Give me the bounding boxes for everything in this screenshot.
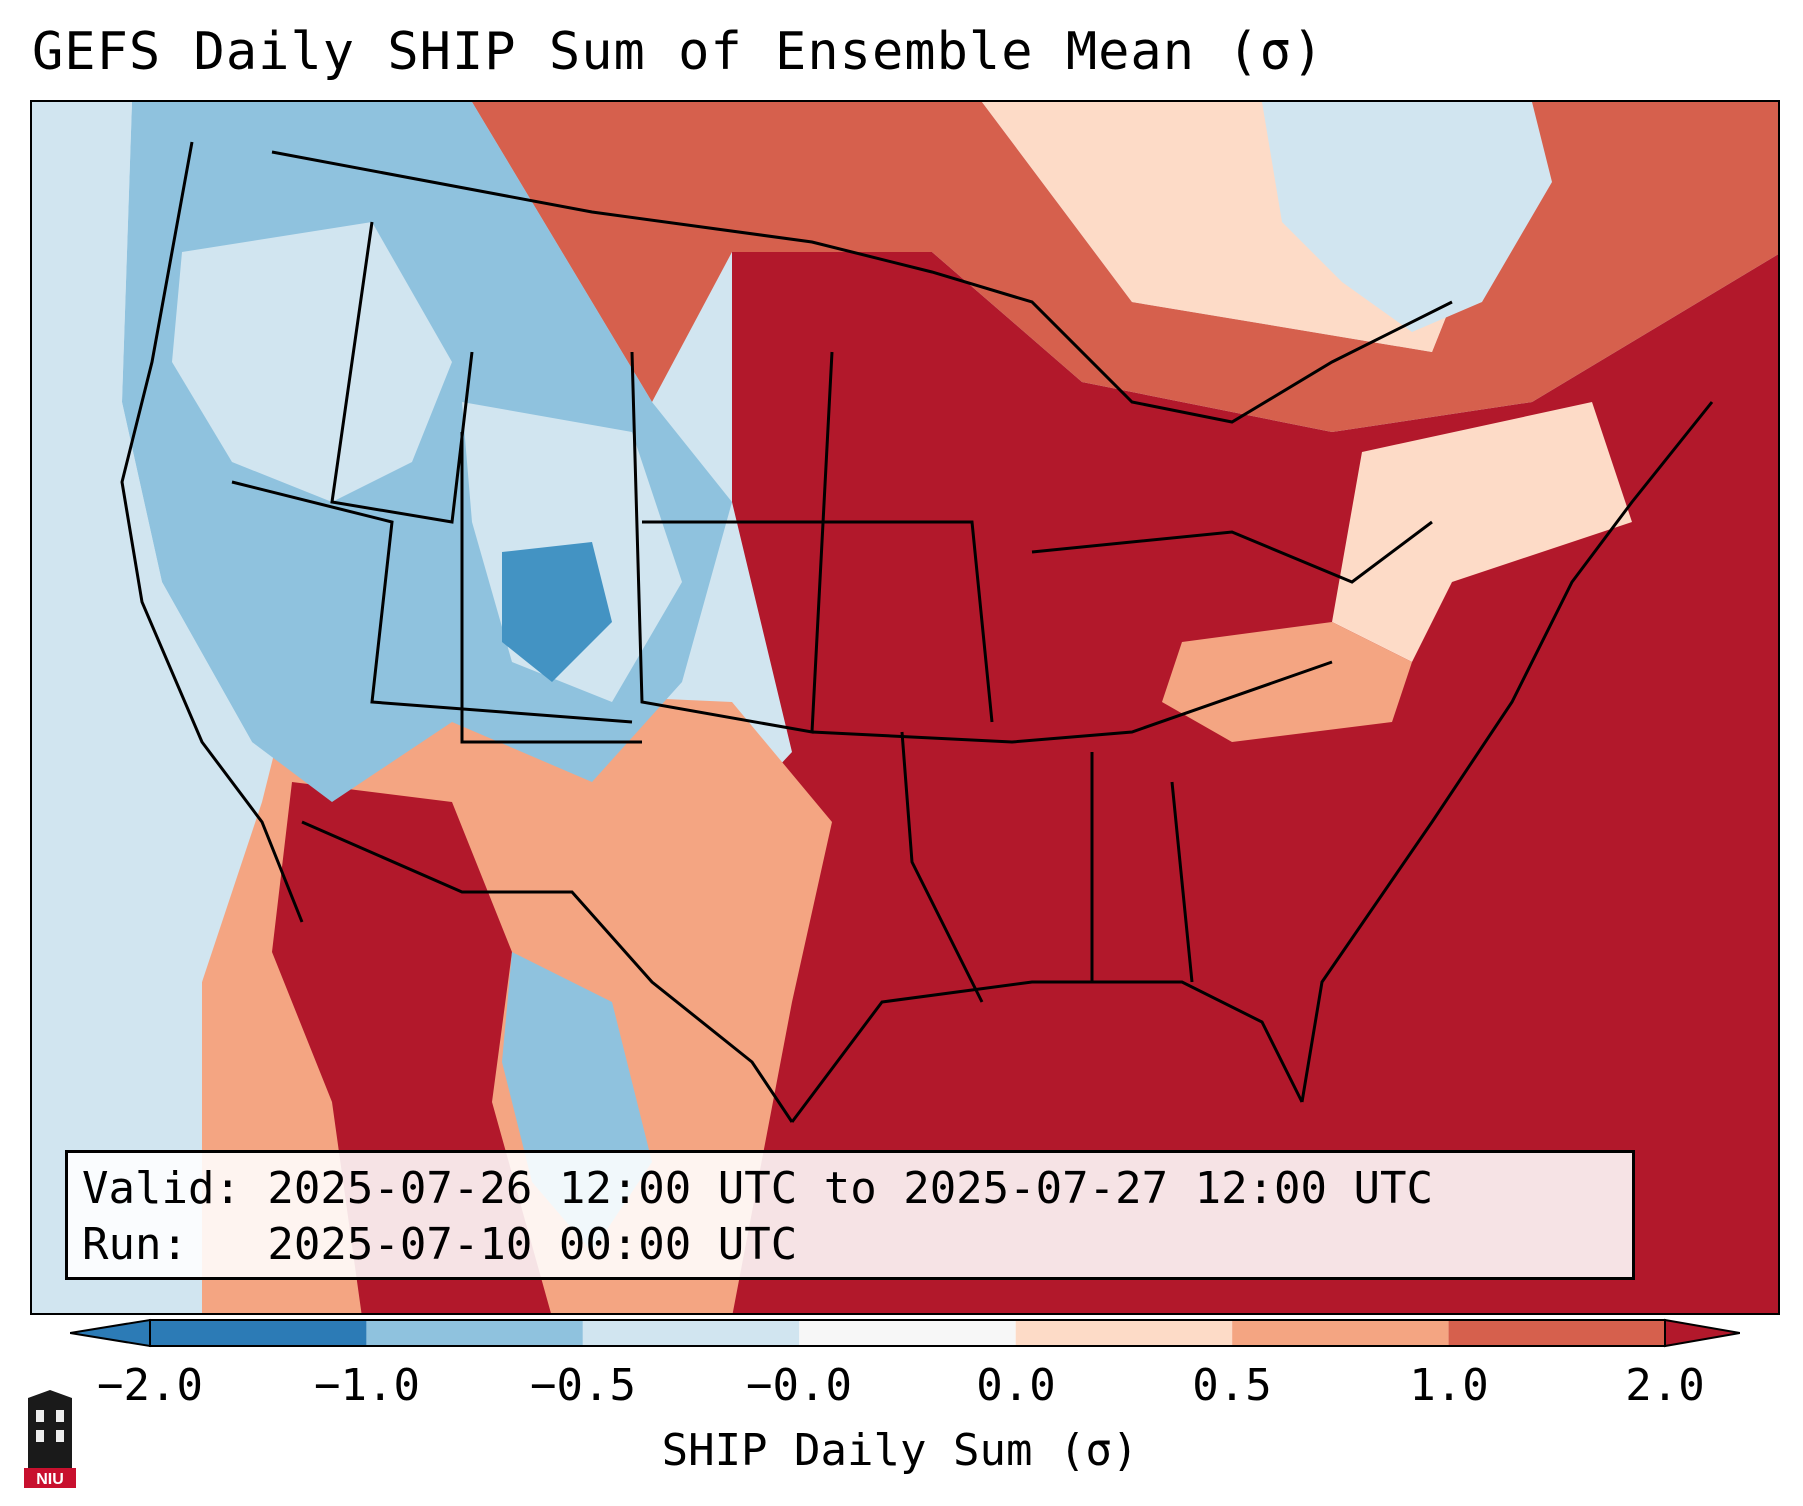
region-light-positive-east [1332, 402, 1632, 662]
valid-run-info-box: Valid: 2025-07-26 12:00 UTC to 2025-07-2… [65, 1150, 1635, 1280]
colorbar-segment [366, 1320, 583, 1346]
state-line-4 [811, 660, 1333, 744]
run-time-line: Run: 2025-07-10 00:00 UTC [82, 1219, 798, 1270]
state-line-2 [630, 351, 834, 734]
colorbar-segment [150, 1320, 367, 1346]
state-line-3 [642, 520, 994, 723]
colorbar-tick-label: 1.0 [1409, 1360, 1489, 1411]
colorbar-segment [1015, 1320, 1233, 1346]
colorbar-label: SHIP Daily Sum (σ) [661, 1425, 1139, 1476]
colorbar-tick-label: −0.5 [530, 1360, 636, 1411]
colorbar-tick-label: 0.5 [1192, 1360, 1272, 1411]
state-line-5 [1031, 520, 1433, 584]
west-coast [120, 141, 304, 923]
colorbar-segment [1448, 1320, 1665, 1346]
colorbar-extend-low [70, 1318, 151, 1348]
region-light-negative-west [172, 222, 452, 502]
region-light-positive-central [1162, 622, 1412, 742]
colorbar-tick-label: −2.0 [97, 1360, 203, 1411]
niu-logo-text: NIU [36, 1471, 64, 1488]
us-mexico-border [301, 820, 794, 1123]
colorbar-tick-label: 2.0 [1625, 1360, 1705, 1411]
state-boundaries [120, 141, 1714, 1123]
gulf-coast [790, 980, 1304, 1123]
region-pacific-ocean [32, 102, 252, 1313]
chart-title: GEFS Daily SHIP Sum of Ensemble Mean (σ) [32, 22, 1325, 82]
colorbar-segment [799, 1320, 1016, 1346]
colorbar-tick-label: −1.0 [314, 1360, 420, 1411]
colorbar-tick-label: −0.0 [746, 1360, 852, 1411]
state-line-8 [900, 731, 984, 1003]
region-moderate-positive [472, 102, 1778, 432]
map-panel [30, 100, 1780, 1315]
state-line-10 [1170, 781, 1194, 983]
state-line-6 [460, 432, 642, 744]
colorbar [70, 1318, 1740, 1348]
colorbar-extend-high [1664, 1318, 1740, 1348]
anomaly-map [32, 102, 1778, 1313]
colorbar-segment [1232, 1320, 1449, 1346]
east-coast [1300, 401, 1714, 1103]
us-canada-border [271, 150, 1453, 424]
colorbar-segment [582, 1320, 800, 1346]
region-strong-negative-colorado [502, 542, 612, 682]
colorbar-border [149, 1319, 1666, 1347]
region-light-negative-quebec [1262, 102, 1552, 332]
niu-building-icon: NIU [24, 1390, 76, 1488]
colorbar-tick-label: 0.0 [976, 1360, 1056, 1411]
state-line-7 [231, 480, 633, 724]
valid-time-line: Valid: 2025-07-26 12:00 UTC to 2025-07-2… [82, 1163, 1434, 1214]
